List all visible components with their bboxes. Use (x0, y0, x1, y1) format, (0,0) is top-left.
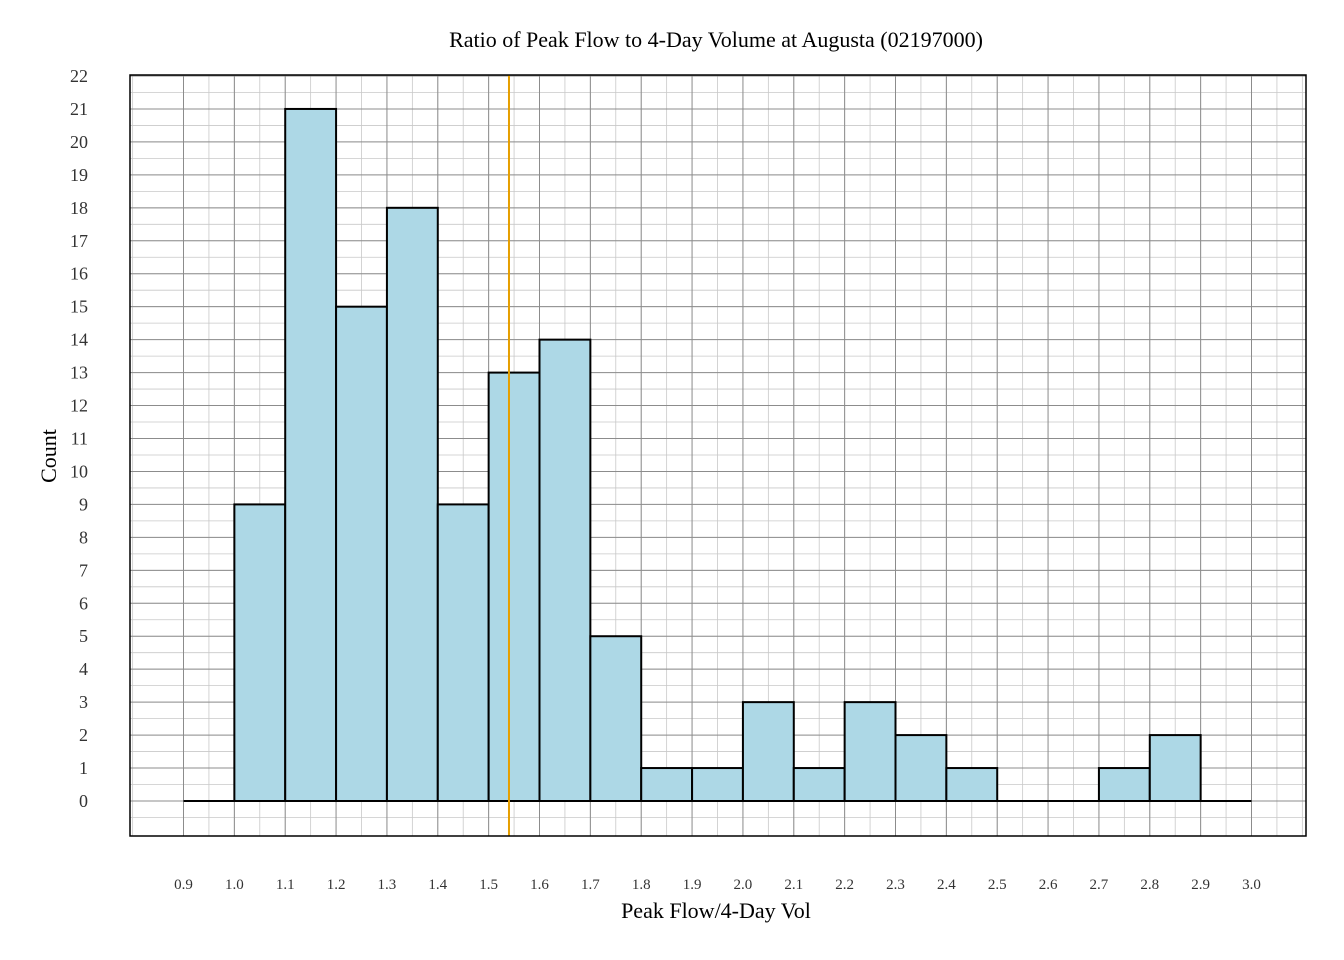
x-axis-label: Peak Flow/4-Day Vol (621, 898, 811, 923)
histogram-bar (691, 767, 744, 803)
y-tick-label: 18 (70, 198, 88, 218)
histogram-bar (843, 701, 897, 802)
x-tick-label: 1.6 (530, 877, 549, 893)
x-tick-label: 1.1 (276, 877, 295, 893)
y-tick-label: 17 (70, 231, 88, 251)
x-tick-label: 2.1 (784, 877, 803, 893)
y-tick-label: 22 (70, 66, 88, 86)
x-tick-label: 3.0 (1242, 877, 1261, 893)
x-tick-label: 2.0 (734, 877, 753, 893)
histogram-bar (487, 371, 541, 802)
y-tick-label: 10 (70, 461, 88, 481)
chart-title: Ratio of Peak Flow to 4-Day Volume at Au… (449, 27, 983, 52)
x-tick-label: 0.9 (174, 877, 193, 893)
y-tick-label: 0 (79, 791, 88, 811)
y-tick-label: 8 (79, 527, 88, 547)
y-tick-label: 14 (70, 330, 88, 350)
y-tick-label: 13 (70, 363, 88, 383)
x-tick-label: 2.3 (886, 877, 905, 893)
histogram-bar (1148, 734, 1202, 802)
y-tick-label: 15 (70, 297, 88, 317)
y-tick-label: 16 (70, 264, 88, 284)
x-tick-label: 1.7 (581, 877, 600, 893)
x-tick-label: 1.2 (327, 877, 346, 893)
x-tick-label: 1.8 (632, 877, 651, 893)
histogram-bar (233, 503, 287, 802)
y-tick-label: 11 (71, 429, 88, 449)
x-tick-label: 2.8 (1140, 877, 1159, 893)
histogram-bar (894, 734, 948, 802)
histogram-bar (589, 635, 643, 803)
histogram-bar (385, 206, 439, 802)
y-tick-label: 6 (79, 593, 88, 613)
x-tick-label: 1.5 (479, 877, 498, 893)
histogram-bar (284, 107, 338, 803)
histogram-bar (538, 338, 592, 802)
y-tick-label: 5 (79, 626, 88, 646)
y-tick-label: 3 (79, 692, 88, 712)
x-tick-label: 1.3 (378, 877, 397, 893)
x-axis-ticks: 0.9 1.0 1.1 1.2 1.3 1.4 1.5 1.6 1.7 1.8 1.9 2.0 2.1 2… (174, 877, 1261, 893)
histogram-bars (183, 107, 1252, 803)
histogram-bar (792, 767, 846, 803)
x-tick-label: 2.5 (988, 877, 1007, 893)
x-tick-label: 2.7 (1090, 877, 1109, 893)
y-axis-label: Count (36, 429, 61, 483)
y-tick-label: 12 (70, 396, 88, 416)
histogram-bar (335, 305, 388, 802)
y-tick-label: 9 (79, 494, 88, 514)
x-tick-label: 2.9 (1191, 877, 1210, 893)
y-tick-label: 7 (79, 560, 88, 580)
histogram-bar (1097, 767, 1151, 803)
x-tick-label: 2.6 (1039, 877, 1058, 893)
y-tick-label: 20 (70, 132, 88, 152)
y-tick-label: 2 (79, 725, 88, 745)
x-tick-label: 1.0 (225, 877, 244, 893)
x-tick-label: 1.9 (683, 877, 702, 893)
y-tick-label: 1 (79, 758, 88, 778)
histogram-bar (741, 701, 795, 802)
y-tick-label: 4 (79, 659, 88, 679)
plot-frame (129, 74, 1307, 837)
histogram-bar (436, 503, 490, 802)
x-tick-label: 2.4 (937, 877, 956, 893)
histogram-bar (945, 767, 999, 803)
y-tick-label: 21 (70, 99, 88, 119)
histogram-bar (640, 767, 694, 803)
x-tick-label: 2.2 (835, 877, 854, 893)
x-tick-label: 1.4 (428, 877, 447, 893)
y-tick-label: 19 (70, 165, 88, 185)
